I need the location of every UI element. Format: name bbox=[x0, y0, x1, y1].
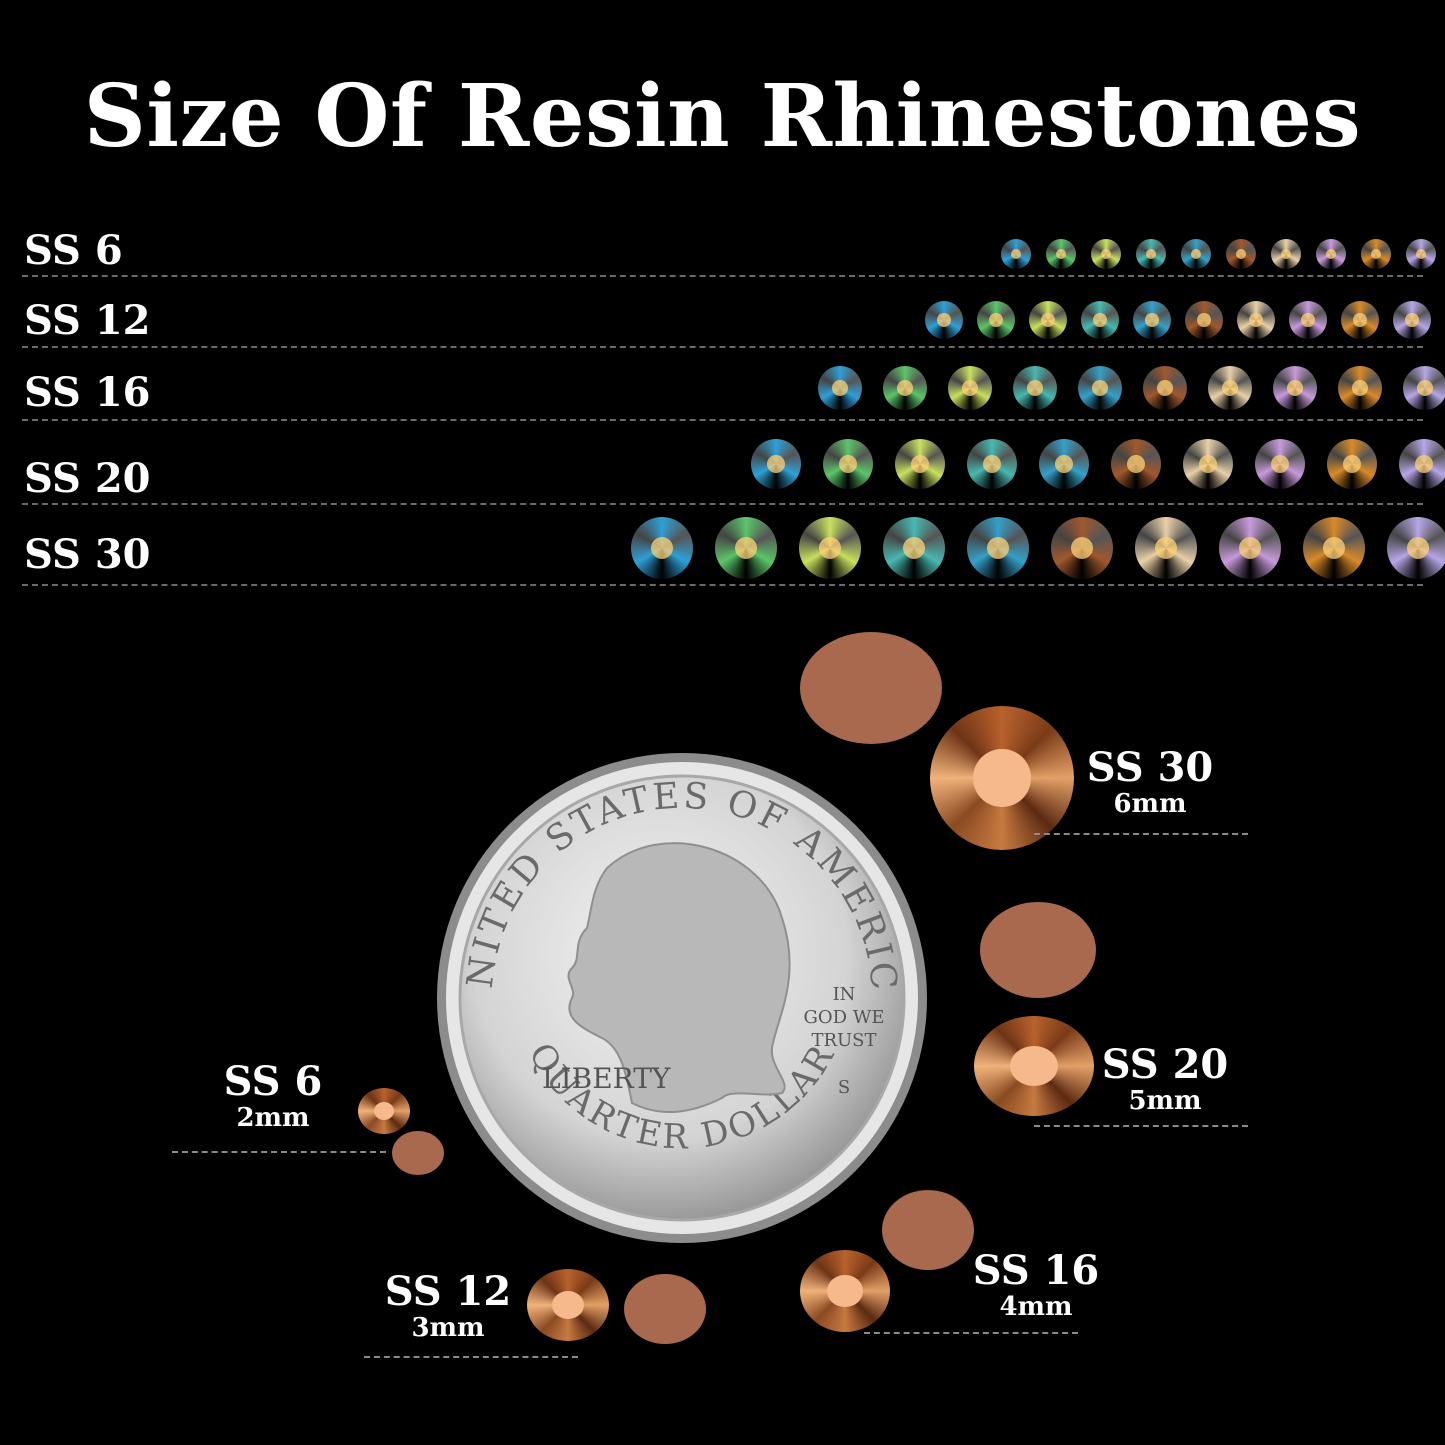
ss12-name: SS 12 bbox=[384, 1268, 512, 1315]
rhinestone-ss6 bbox=[1316, 239, 1346, 269]
rhinestone-ss6 bbox=[1136, 239, 1166, 269]
ss6-front-stone bbox=[358, 1088, 410, 1134]
rhinestone-ss6 bbox=[1406, 239, 1436, 269]
ss30-front-stone bbox=[930, 706, 1074, 850]
rhinestone-ss30 bbox=[1303, 517, 1365, 579]
ss20-front-stone bbox=[974, 1016, 1094, 1116]
ss30-size-label: SS 30 6mm bbox=[1080, 744, 1220, 819]
ss6-divider bbox=[172, 1151, 386, 1153]
rhinestone-ss30 bbox=[967, 517, 1029, 579]
rhinestone-ss16 bbox=[1143, 366, 1187, 410]
row-label-ss16: SS 16 bbox=[24, 369, 151, 416]
row-label-ss6: SS 6 bbox=[24, 227, 123, 274]
ss30-name: SS 30 bbox=[1086, 744, 1214, 791]
rhinestone-ss30 bbox=[1387, 517, 1445, 579]
row-label-ss12: SS 12 bbox=[24, 297, 151, 344]
ss12-front-stone bbox=[527, 1269, 609, 1341]
rhinestone-ss20 bbox=[895, 439, 945, 489]
ss16-back-stone bbox=[882, 1190, 974, 1270]
row-divider bbox=[22, 346, 1423, 348]
ss6-size-label: SS 6 2mm bbox=[218, 1058, 328, 1133]
rhinestone-ss6 bbox=[1181, 239, 1211, 269]
rhinestone-ss16 bbox=[1208, 366, 1252, 410]
rhinestone-ss20 bbox=[1111, 439, 1161, 489]
quarter-coin-image: UNITED STATES OF AMERICA QUARTER DOLLAR … bbox=[432, 748, 927, 1243]
ss30-back-stone bbox=[800, 632, 942, 744]
rhinestone-ss16 bbox=[1338, 366, 1382, 410]
row-label-ss20: SS 20 bbox=[24, 455, 151, 502]
rhinestone-ss30 bbox=[631, 517, 693, 579]
rhinestone-ss12 bbox=[1185, 301, 1223, 339]
rhinestone-ss16 bbox=[948, 366, 992, 410]
rhinestone-ss30 bbox=[883, 517, 945, 579]
rhinestone-ss6 bbox=[1046, 239, 1076, 269]
ss16-size-label: SS 16 4mm bbox=[968, 1247, 1104, 1322]
rhinestone-ss20 bbox=[1255, 439, 1305, 489]
ss12-divider bbox=[364, 1356, 578, 1358]
ss30-divider bbox=[1034, 833, 1248, 835]
page-title: Size Of Resin Rhinestones bbox=[83, 66, 1362, 167]
rhinestone-ss16 bbox=[1273, 366, 1317, 410]
rhinestone-ss16 bbox=[818, 366, 862, 410]
ss20-name: SS 20 bbox=[1101, 1041, 1229, 1088]
ss16-name: SS 16 bbox=[972, 1247, 1100, 1294]
ss16-mm: 4mm bbox=[999, 1292, 1073, 1322]
rhinestone-ss20 bbox=[823, 439, 873, 489]
row-divider bbox=[22, 275, 1423, 277]
rhinestone-ss30 bbox=[1219, 517, 1281, 579]
rhinestone-ss20 bbox=[1327, 439, 1377, 489]
rhinestone-ss12 bbox=[1237, 301, 1275, 339]
row-divider bbox=[22, 584, 1423, 586]
ss20-size-label: SS 20 5mm bbox=[1098, 1041, 1232, 1116]
rhinestone-ss16 bbox=[1078, 366, 1122, 410]
row-label-ss30: SS 30 bbox=[24, 531, 151, 578]
rhinestone-ss6 bbox=[1091, 239, 1121, 269]
rhinestone-ss12 bbox=[1133, 301, 1171, 339]
ss6-back-stone bbox=[392, 1131, 444, 1175]
coin-motto-1: IN bbox=[833, 984, 856, 1005]
ss12-back-stone bbox=[624, 1274, 706, 1344]
ss6-name: SS 6 bbox=[223, 1058, 323, 1105]
rhinestone-ss16 bbox=[1403, 366, 1445, 410]
rhinestone-ss16 bbox=[1013, 366, 1057, 410]
rhinestone-ss12 bbox=[1393, 301, 1431, 339]
ss30-mm: 6mm bbox=[1113, 789, 1187, 819]
rhinestone-ss12 bbox=[925, 301, 963, 339]
ss20-divider bbox=[1034, 1125, 1248, 1127]
washington-profile bbox=[567, 842, 791, 1114]
rhinestone-ss20 bbox=[1183, 439, 1233, 489]
row-divider bbox=[22, 419, 1423, 421]
rhinestone-ss12 bbox=[977, 301, 1015, 339]
coin-mint-mark: S bbox=[838, 1077, 850, 1098]
ss16-divider bbox=[864, 1332, 1078, 1334]
rhinestone-ss6 bbox=[1271, 239, 1301, 269]
ss20-back-stone bbox=[980, 902, 1096, 998]
rhinestone-ss12 bbox=[1081, 301, 1119, 339]
rhinestone-ss30 bbox=[715, 517, 777, 579]
coin-liberty: LIBERTY bbox=[542, 1062, 671, 1095]
rhinestone-ss6 bbox=[1226, 239, 1256, 269]
ss20-mm: 5mm bbox=[1128, 1086, 1202, 1116]
rhinestone-ss30 bbox=[1135, 517, 1197, 579]
rhinestone-ss12 bbox=[1029, 301, 1067, 339]
rhinestone-ss20 bbox=[1399, 439, 1445, 489]
rhinestone-ss16 bbox=[883, 366, 927, 410]
coin-motto-3: TRUST bbox=[811, 1030, 876, 1051]
rhinestone-ss6 bbox=[1361, 239, 1391, 269]
ss12-mm: 3mm bbox=[411, 1313, 485, 1343]
row-divider bbox=[22, 503, 1423, 505]
rhinestone-ss6 bbox=[1001, 239, 1031, 269]
rhinestone-ss20 bbox=[751, 439, 801, 489]
coin-motto-2: GOD WE bbox=[804, 1007, 885, 1028]
rhinestone-ss20 bbox=[1039, 439, 1089, 489]
ss6-mm: 2mm bbox=[236, 1103, 310, 1133]
rhinestone-ss30 bbox=[799, 517, 861, 579]
rhinestone-ss12 bbox=[1341, 301, 1379, 339]
ss16-front-stone bbox=[800, 1250, 890, 1332]
rhinestone-ss20 bbox=[967, 439, 1017, 489]
rhinestone-ss12 bbox=[1289, 301, 1327, 339]
ss12-size-label: SS 12 3mm bbox=[380, 1268, 516, 1343]
rhinestone-ss30 bbox=[1051, 517, 1113, 579]
